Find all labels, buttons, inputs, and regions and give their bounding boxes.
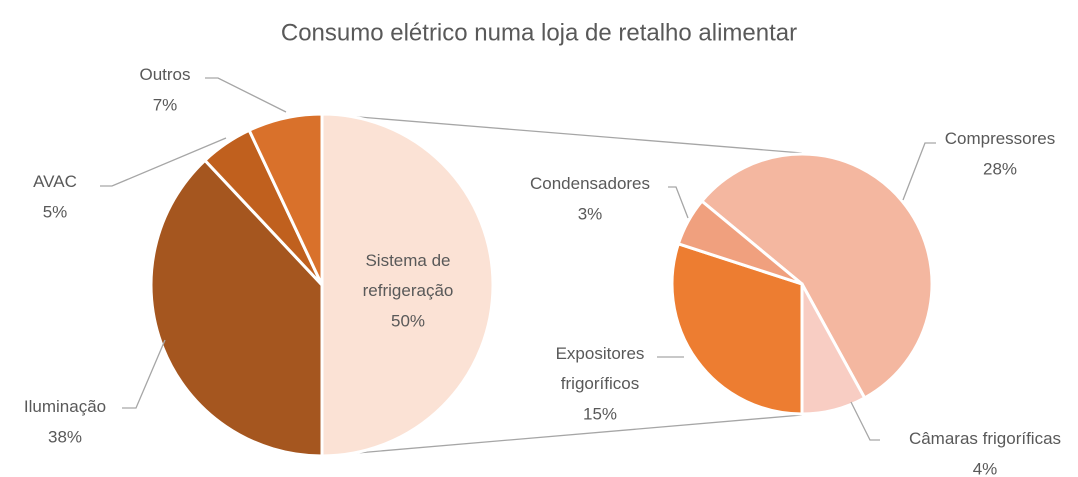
leader-line <box>850 401 880 441</box>
pie-slice <box>320 112 495 458</box>
value-label: 50% <box>391 311 425 330</box>
category-label: Câmaras frigoríficas <box>909 429 1061 448</box>
value-label: 3% <box>578 204 603 223</box>
category-label: Expositores frigoríficos <box>556 344 645 393</box>
category-label: AVAC <box>33 172 77 191</box>
leader-line <box>122 339 166 409</box>
category-label: Sistema de refrigeração <box>363 251 454 300</box>
label-line: Outros <box>139 65 190 84</box>
label-line: Câmaras frigoríficas <box>909 429 1061 448</box>
category-label: Iluminação <box>24 397 106 416</box>
leader-line <box>100 137 227 187</box>
label-line: AVAC <box>33 172 77 191</box>
value-label: 38% <box>48 427 82 446</box>
connector <box>321 113 803 154</box>
pie-slice <box>670 241 804 416</box>
pie-slice <box>699 152 934 400</box>
pie-slice <box>149 158 324 458</box>
label-line: Sistema de <box>365 251 450 270</box>
chart-title: Consumo elétrico numa loja de retalho al… <box>281 19 797 46</box>
label-line: frigoríficos <box>561 374 639 393</box>
connector <box>321 414 803 457</box>
label-line: Iluminação <box>24 397 106 416</box>
leader-line <box>902 142 936 201</box>
value-label: 7% <box>153 95 178 114</box>
category-label: Compressores <box>945 129 1056 148</box>
value-label: 4% <box>973 459 998 477</box>
leader-line <box>205 77 287 113</box>
label-line: Expositores <box>556 344 645 363</box>
label-line: refrigeração <box>363 281 454 300</box>
pie-slice <box>247 112 324 286</box>
value-label: 28% <box>983 159 1017 178</box>
label-line: Condensadores <box>530 174 650 193</box>
value-label: 5% <box>43 202 68 221</box>
leader-line <box>668 186 689 219</box>
category-label: Outros <box>139 65 190 84</box>
label-line: Compressores <box>945 129 1056 148</box>
pie-slice <box>676 199 803 286</box>
value-label: 15% <box>583 404 617 423</box>
category-label: Condensadores <box>530 174 650 193</box>
